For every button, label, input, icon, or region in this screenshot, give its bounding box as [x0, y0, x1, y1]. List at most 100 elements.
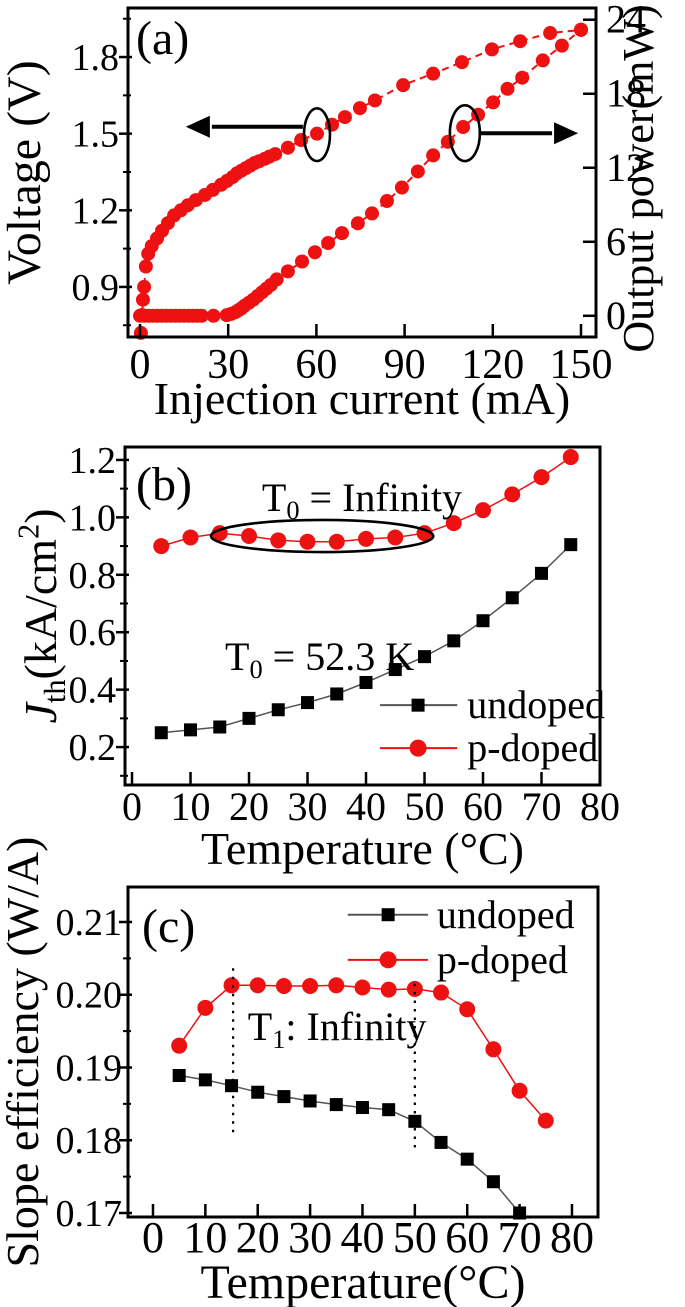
- annotation-ellipse-1: [302, 107, 332, 163]
- undoped-data-point: [251, 1085, 265, 1099]
- p-doped-data-point: [445, 515, 462, 532]
- undoped-data-point: [418, 650, 432, 664]
- y-tick-label: 0.19: [56, 1047, 123, 1089]
- y-tick-label: 0.21: [56, 902, 123, 944]
- p-doped-data-point: [223, 977, 240, 994]
- x-tick-label: 10: [171, 784, 211, 829]
- x-tick-label: 0: [129, 342, 150, 388]
- series-p-doped: [153, 449, 579, 555]
- undoped-data-point: [355, 1101, 369, 1115]
- p-doped-data-point: [533, 469, 550, 486]
- output-power-line: [140, 28, 582, 317]
- x-tick-label: 90: [384, 342, 426, 388]
- y-tick-label: 0.20: [56, 975, 123, 1017]
- output-power-data-point: [280, 264, 295, 279]
- right-tick-label: 18: [606, 71, 646, 116]
- p-doped-data-point: [354, 979, 371, 996]
- y-tick-label: 1.0: [69, 497, 117, 539]
- series-undoped: [154, 538, 578, 740]
- right-arrow-icon: [554, 122, 579, 145]
- output-power-data-point: [410, 164, 425, 179]
- voltage-data-point: [454, 55, 469, 70]
- voltage-data-point: [137, 279, 152, 294]
- y-axis-title: Jth(kA/cm2): [12, 508, 73, 723]
- legend-circle-icon: [409, 739, 427, 757]
- x-axis-title: Injection current (mA): [154, 373, 570, 424]
- x-tick-label: 70: [498, 1213, 542, 1262]
- voltage-data-point: [513, 34, 528, 49]
- undoped-data-point: [476, 614, 490, 628]
- undoped-data-point: [505, 591, 519, 605]
- undoped-data-point: [330, 687, 344, 701]
- output-power-data-point: [269, 272, 284, 287]
- y-tick-label: 0.6: [69, 612, 117, 654]
- right-tick-label: 0: [606, 293, 626, 338]
- p-doped-data-point: [504, 486, 521, 503]
- output-power-data-point: [394, 180, 409, 195]
- x-tick-label: 80: [550, 1213, 594, 1262]
- x-tick-label: 30: [207, 342, 249, 388]
- p-doped-data-point: [328, 533, 345, 550]
- p-doped-data-point: [302, 978, 319, 995]
- voltage-data-point: [484, 42, 499, 57]
- p-doped-data-point: [387, 529, 404, 546]
- voltage-line: [139, 29, 582, 333]
- y-tick-label: 1.2: [69, 440, 117, 482]
- undoped-data-point: [303, 1094, 317, 1108]
- y-tick-label: 0.2: [69, 727, 117, 769]
- right-tick-label: 6: [606, 219, 626, 264]
- annotation-text-1: T0 = Infinity: [262, 475, 462, 525]
- undoped-data-point: [447, 634, 461, 648]
- p-doped-data-point: [380, 981, 397, 998]
- x-axis-title: Temperature (°C): [201, 823, 524, 874]
- y-tick-label: 1.5: [72, 114, 120, 156]
- x-tick-label: 80: [580, 784, 620, 829]
- panel-label-b: (b): [136, 458, 192, 511]
- output-power-data-point: [307, 245, 322, 260]
- voltage-data-point: [280, 140, 295, 155]
- output-power-data-point: [500, 81, 515, 96]
- x-tick-label: 40: [346, 784, 386, 829]
- output-power-data-point: [554, 38, 569, 53]
- voltage-data-point: [337, 110, 352, 125]
- legend-label-undoped: undoped: [467, 682, 605, 727]
- voltage-data-point: [352, 101, 367, 116]
- y-axis-title: Voltage (V): [0, 60, 51, 284]
- undoped-data-point: [564, 538, 578, 552]
- output-power-data-point: [364, 206, 379, 221]
- y-tick-label: 0.4: [69, 670, 117, 712]
- legend-label-undoped: undoped: [437, 892, 575, 937]
- undoped-data-point: [382, 1103, 396, 1117]
- series-undoped: [172, 1068, 527, 1220]
- right-tick-label: 12: [606, 145, 646, 190]
- x-tick-label: 10: [183, 1213, 227, 1262]
- annotation-text-1: T1: Infinity: [248, 1004, 427, 1054]
- undoped-data-point: [359, 675, 373, 689]
- y-tick-label: 1.8: [72, 37, 120, 79]
- series-output-power: [132, 22, 589, 323]
- x-tick-label: 20: [236, 1213, 280, 1262]
- output-power-data-point: [486, 95, 501, 110]
- x-axis-title: Temperature(°C): [200, 1256, 525, 1307]
- voltage-data-point: [543, 26, 558, 41]
- p-doped-data-point: [475, 502, 492, 519]
- voltage-data-point: [135, 292, 150, 307]
- p-doped-data-point: [562, 449, 579, 466]
- undoped-data-point: [486, 1175, 500, 1189]
- p-doped-data-point: [299, 533, 316, 550]
- voltage-data-point: [268, 147, 283, 162]
- legend-label-p-doped: p-doped: [437, 937, 568, 982]
- panel-label-a: (a): [136, 12, 189, 65]
- undoped-data-point: [154, 726, 168, 740]
- output-power-data-point: [574, 22, 589, 37]
- output-power-data-point: [294, 254, 309, 269]
- x-tick-label: 20: [229, 784, 269, 829]
- p-doped-data-point: [171, 1037, 188, 1054]
- p-doped-data-point: [358, 530, 375, 547]
